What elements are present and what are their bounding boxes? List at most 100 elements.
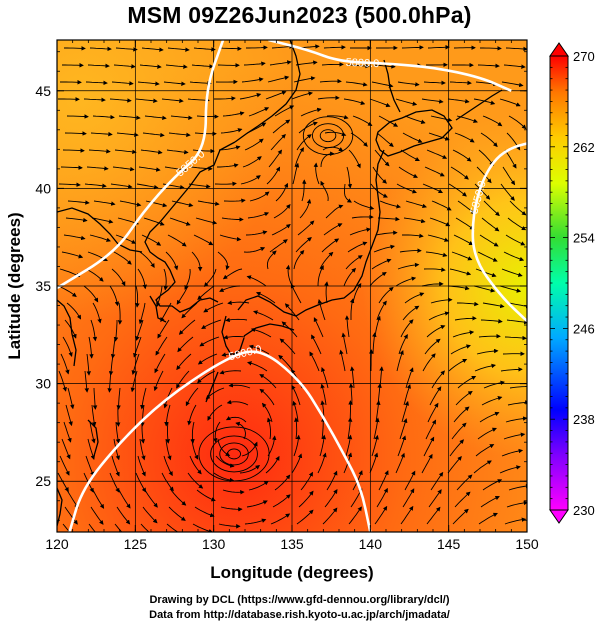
streamline xyxy=(165,438,172,461)
streamline xyxy=(347,63,370,69)
streamline xyxy=(248,107,270,117)
streamline xyxy=(177,336,194,353)
streamline xyxy=(344,315,350,338)
streamline xyxy=(278,354,294,372)
streamline xyxy=(324,489,338,508)
streamline xyxy=(503,251,525,262)
streamline xyxy=(481,217,500,232)
streamline xyxy=(344,183,352,203)
streamline xyxy=(137,81,160,86)
streamline xyxy=(397,435,407,457)
colorbar-lower-triangle xyxy=(549,509,569,524)
streamline xyxy=(112,166,135,172)
streamline xyxy=(196,489,216,502)
streamline xyxy=(376,132,394,147)
streamline xyxy=(66,302,82,320)
streamline xyxy=(317,299,326,321)
colorbar-label: 270 xyxy=(573,49,595,64)
streamline xyxy=(320,383,327,406)
streamline xyxy=(373,64,396,69)
y-tick-label: 25 xyxy=(35,473,51,489)
height-contour xyxy=(57,40,225,290)
colorbar-label: 230 xyxy=(573,503,595,518)
circulation-ring xyxy=(227,448,241,460)
streamline xyxy=(506,319,527,325)
streamline xyxy=(423,267,446,272)
streamline xyxy=(272,494,291,508)
streamline xyxy=(111,268,126,287)
streamline xyxy=(255,291,276,304)
streamline xyxy=(58,182,81,188)
streamline xyxy=(279,338,296,355)
streamline xyxy=(503,432,526,440)
streamline xyxy=(403,217,426,224)
streamline xyxy=(325,204,344,219)
streamline xyxy=(245,230,268,236)
streamline xyxy=(93,200,116,206)
streamline xyxy=(203,268,217,287)
streamline xyxy=(478,333,501,339)
streamline xyxy=(163,81,186,87)
streamline xyxy=(450,344,471,355)
streamline xyxy=(500,183,515,201)
streamline xyxy=(266,166,281,185)
streamline xyxy=(192,523,214,532)
streamline xyxy=(221,217,244,222)
streamline xyxy=(483,380,505,389)
streamline xyxy=(58,370,67,392)
streamline xyxy=(290,283,302,304)
streamline xyxy=(429,217,451,227)
x-axis-title: Longitude (degrees) xyxy=(210,563,373,582)
streamline xyxy=(454,491,471,508)
colorbar-label: 246 xyxy=(573,321,595,336)
streamline xyxy=(505,234,526,246)
streamline xyxy=(136,183,159,190)
streamline xyxy=(343,267,357,287)
streamline xyxy=(321,238,340,253)
streamline xyxy=(483,200,500,217)
streamline xyxy=(300,107,322,117)
streamline xyxy=(351,214,374,220)
streamline xyxy=(215,455,235,468)
streamline xyxy=(207,404,223,421)
streamline xyxy=(395,452,405,474)
streamline xyxy=(89,421,96,444)
streamline xyxy=(88,149,111,154)
streamline xyxy=(153,370,164,392)
streamline xyxy=(212,421,221,443)
streamline xyxy=(185,387,199,407)
streamline xyxy=(452,149,472,162)
streamline xyxy=(274,474,291,491)
streamline xyxy=(226,399,249,406)
streamline xyxy=(203,302,224,313)
streamline xyxy=(89,234,111,242)
streamline xyxy=(379,200,401,209)
streamline xyxy=(451,422,467,440)
streamline xyxy=(291,91,313,100)
streamline xyxy=(84,370,89,393)
streamline xyxy=(137,455,146,477)
streamline xyxy=(457,375,477,389)
streamline xyxy=(142,132,165,138)
streamline xyxy=(194,506,215,518)
streamline xyxy=(214,181,237,187)
streamline xyxy=(247,361,268,372)
streamline xyxy=(509,200,527,216)
streamline xyxy=(142,506,158,524)
streamline xyxy=(509,386,527,389)
streamline xyxy=(473,98,496,105)
streamline xyxy=(313,317,324,338)
streamline xyxy=(501,81,524,88)
y-axis-title: Latitude (degrees) xyxy=(5,212,24,359)
streamline xyxy=(64,46,86,51)
streamline xyxy=(301,179,307,202)
streamline xyxy=(421,281,444,287)
streamline xyxy=(455,391,473,406)
streamline xyxy=(170,115,193,121)
streamline xyxy=(135,319,144,341)
streamline xyxy=(449,439,465,457)
streamline xyxy=(249,191,270,202)
streamline xyxy=(326,114,349,120)
streamline xyxy=(267,75,290,83)
